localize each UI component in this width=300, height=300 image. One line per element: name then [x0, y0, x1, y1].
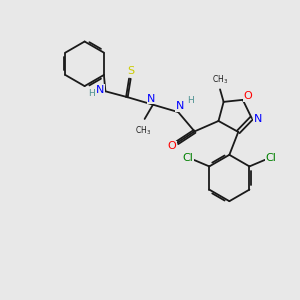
Text: O: O — [244, 91, 253, 101]
Text: Cl: Cl — [266, 153, 276, 164]
Text: N: N — [96, 85, 104, 95]
Text: H: H — [187, 96, 194, 105]
Text: CH$_3$: CH$_3$ — [135, 125, 151, 137]
Text: O: O — [168, 141, 176, 151]
Text: N: N — [176, 101, 184, 111]
Text: Cl: Cl — [182, 153, 193, 164]
Text: N: N — [147, 94, 156, 104]
Text: N: N — [254, 114, 262, 124]
Text: S: S — [127, 66, 134, 76]
Text: H: H — [88, 89, 94, 98]
Text: CH$_3$: CH$_3$ — [212, 74, 228, 86]
